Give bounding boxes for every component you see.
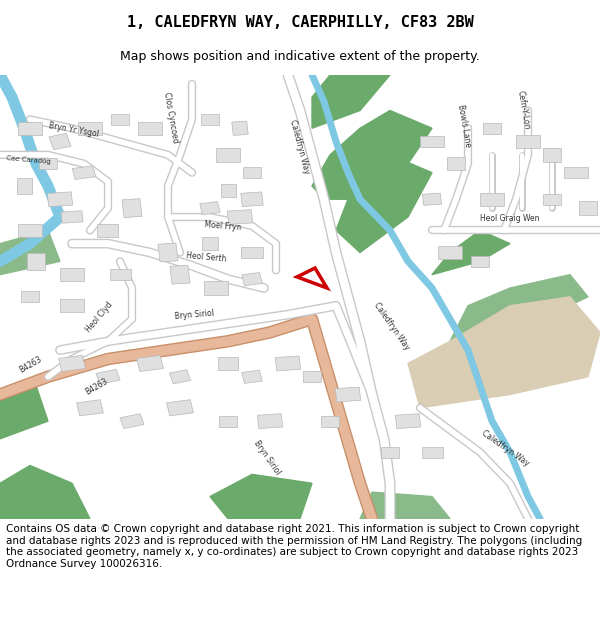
FancyBboxPatch shape (169, 369, 191, 384)
FancyBboxPatch shape (120, 414, 144, 429)
Polygon shape (210, 474, 312, 519)
Text: Bryn Yr Ysgol: Bryn Yr Ysgol (48, 121, 100, 139)
Polygon shape (0, 386, 48, 439)
FancyBboxPatch shape (78, 122, 102, 135)
FancyBboxPatch shape (543, 194, 561, 205)
Polygon shape (360, 492, 450, 519)
FancyBboxPatch shape (438, 246, 462, 259)
FancyBboxPatch shape (471, 256, 489, 267)
FancyBboxPatch shape (73, 166, 95, 179)
Polygon shape (0, 466, 90, 519)
FancyBboxPatch shape (202, 237, 218, 250)
Polygon shape (408, 297, 600, 408)
FancyBboxPatch shape (219, 416, 237, 427)
FancyBboxPatch shape (218, 357, 238, 370)
FancyBboxPatch shape (516, 135, 540, 148)
FancyBboxPatch shape (421, 447, 443, 458)
FancyBboxPatch shape (483, 122, 501, 134)
Text: Caledfryn Way: Caledfryn Way (288, 119, 311, 174)
FancyBboxPatch shape (27, 253, 45, 270)
Text: Heol Graig Wen: Heol Graig Wen (480, 214, 539, 223)
FancyBboxPatch shape (321, 416, 339, 427)
Text: Cae Caradog: Cae Caradog (6, 155, 51, 165)
FancyBboxPatch shape (17, 178, 32, 194)
FancyBboxPatch shape (18, 122, 42, 135)
FancyBboxPatch shape (39, 158, 57, 169)
Text: Caledfryn Way: Caledfryn Way (372, 301, 412, 352)
FancyBboxPatch shape (61, 211, 83, 223)
Text: B4263: B4263 (84, 376, 110, 396)
FancyBboxPatch shape (257, 414, 283, 429)
FancyBboxPatch shape (275, 356, 301, 371)
FancyBboxPatch shape (158, 243, 178, 262)
Text: Clos Cyncoed: Clos Cyncoed (162, 91, 180, 144)
FancyBboxPatch shape (59, 356, 85, 371)
FancyBboxPatch shape (60, 299, 84, 312)
FancyBboxPatch shape (227, 209, 253, 224)
FancyBboxPatch shape (242, 370, 262, 383)
FancyBboxPatch shape (60, 268, 84, 281)
Text: Heol Serth: Heol Serth (186, 251, 227, 263)
Text: Moel Fryn: Moel Fryn (204, 220, 242, 232)
FancyBboxPatch shape (138, 122, 162, 135)
FancyBboxPatch shape (395, 414, 421, 429)
Text: Map shows position and indicative extent of the property.: Map shows position and indicative extent… (120, 50, 480, 62)
FancyBboxPatch shape (480, 192, 504, 206)
FancyBboxPatch shape (381, 447, 399, 458)
FancyBboxPatch shape (564, 167, 588, 178)
Text: Bryn Siriol: Bryn Siriol (252, 439, 282, 476)
Polygon shape (312, 75, 390, 128)
FancyBboxPatch shape (420, 136, 444, 147)
FancyBboxPatch shape (201, 114, 219, 125)
FancyBboxPatch shape (204, 281, 228, 294)
FancyBboxPatch shape (216, 148, 240, 161)
FancyBboxPatch shape (49, 133, 71, 150)
FancyBboxPatch shape (232, 121, 248, 136)
FancyBboxPatch shape (111, 114, 129, 125)
FancyBboxPatch shape (170, 265, 190, 284)
Text: Bowls Lane: Bowls Lane (456, 104, 472, 148)
Polygon shape (432, 230, 510, 274)
FancyBboxPatch shape (579, 201, 597, 215)
FancyBboxPatch shape (18, 224, 42, 237)
FancyBboxPatch shape (543, 148, 561, 161)
FancyBboxPatch shape (242, 272, 262, 286)
FancyBboxPatch shape (21, 291, 39, 302)
FancyBboxPatch shape (47, 192, 73, 207)
FancyBboxPatch shape (97, 224, 118, 237)
Polygon shape (312, 111, 432, 199)
FancyBboxPatch shape (122, 199, 142, 217)
Text: B4263: B4263 (18, 354, 44, 374)
Polygon shape (0, 230, 60, 274)
FancyBboxPatch shape (303, 371, 321, 382)
FancyBboxPatch shape (241, 192, 263, 206)
FancyBboxPatch shape (137, 356, 163, 371)
Text: 1, CALEDFRYN WAY, CAERPHILLY, CF83 2BW: 1, CALEDFRYN WAY, CAERPHILLY, CF83 2BW (127, 15, 473, 30)
Polygon shape (450, 274, 588, 341)
FancyBboxPatch shape (241, 247, 263, 258)
FancyBboxPatch shape (243, 167, 261, 178)
FancyBboxPatch shape (96, 369, 120, 384)
FancyBboxPatch shape (447, 157, 465, 171)
FancyBboxPatch shape (221, 184, 235, 197)
FancyBboxPatch shape (77, 400, 103, 416)
FancyBboxPatch shape (110, 269, 131, 280)
Polygon shape (336, 155, 432, 252)
Text: Cefn-Y-Lon: Cefn-Y-Lon (516, 90, 532, 130)
FancyBboxPatch shape (200, 201, 220, 215)
Text: Heol Clyd: Heol Clyd (84, 301, 115, 334)
FancyBboxPatch shape (422, 193, 442, 206)
Text: Contains OS data © Crown copyright and database right 2021. This information is : Contains OS data © Crown copyright and d… (6, 524, 582, 569)
Text: Bryn Siriol: Bryn Siriol (174, 309, 214, 321)
FancyBboxPatch shape (335, 387, 361, 402)
FancyBboxPatch shape (167, 400, 193, 416)
Text: Caledfryn Way: Caledfryn Way (480, 428, 531, 468)
